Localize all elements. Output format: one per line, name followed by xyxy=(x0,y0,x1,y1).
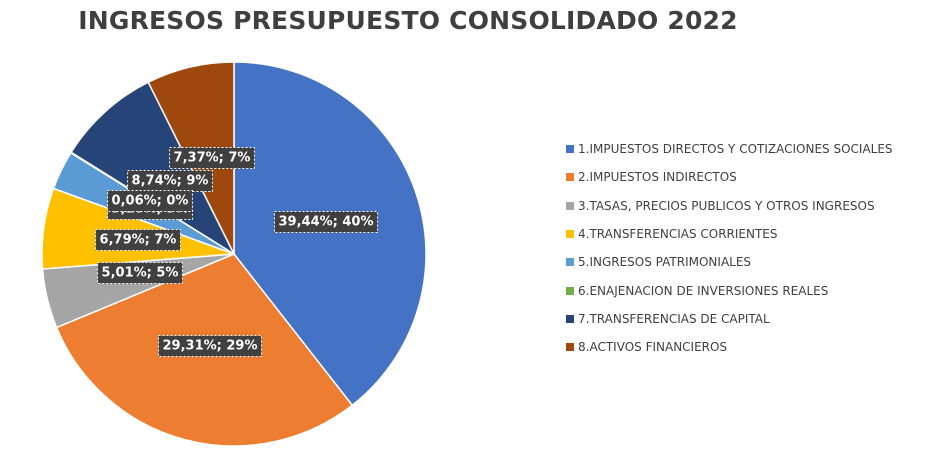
legend-item-5: 5.INGRESOS PATRIMONIALES xyxy=(566,248,893,276)
data-label-3: 5,01%; 5% xyxy=(97,262,183,284)
legend-item-6: 6.ENAJENACION DE INVERSIONES REALES xyxy=(566,276,893,304)
legend-item-7: 7.TRANSFERENCIAS DE CAPITAL xyxy=(566,305,893,333)
legend-label: 3.TASAS, PRECIOS PUBLICOS Y OTROS INGRES… xyxy=(578,198,875,213)
legend-swatch xyxy=(566,201,574,210)
legend-swatch xyxy=(566,173,574,182)
legend-label: 1.IMPUESTOS DIRECTOS Y COTIZACIONES SOCI… xyxy=(578,142,893,157)
data-label-7: 8,74%; 9% xyxy=(127,170,213,192)
legend-item-8: 8.ACTIVOS FINANCIEROS xyxy=(566,333,893,361)
data-label-text-2: 29,31%; 29% xyxy=(163,339,258,354)
legend-swatch xyxy=(566,286,574,295)
legend-item-3: 3.TASAS, PRECIOS PUBLICOS Y OTROS INGRES… xyxy=(566,192,893,220)
data-label-text-8: 7,37%; 7% xyxy=(174,151,251,166)
data-label-text-3: 5,01%; 5% xyxy=(102,266,179,281)
pie-slice-7 xyxy=(70,81,236,257)
legend-swatch xyxy=(566,314,574,323)
legend-label: 5.INGRESOS PATRIMONIALES xyxy=(578,255,752,270)
legend-swatch xyxy=(566,145,574,154)
data-label-1: 39,44%; 40% xyxy=(274,211,378,233)
legend-label: 2.IMPUESTOS INDIRECTOS xyxy=(578,170,737,185)
data-label-text-6: 0,06%; 0% xyxy=(112,194,189,209)
data-label-8: 7,37%; 7% xyxy=(169,147,255,169)
pie-slice-1 xyxy=(233,61,427,407)
legend-swatch xyxy=(566,258,574,267)
legend-item-1: 1.IMPUESTOS DIRECTOS Y COTIZACIONES SOCI… xyxy=(566,135,893,163)
legend-label: 4.TRANSFERENCIAS CORRIENTES xyxy=(578,227,778,242)
legend-item-2: 2.IMPUESTOS INDIRECTOS xyxy=(566,163,893,191)
chart-title: INGRESOS PRESUPUESTO CONSOLIDADO 2022 xyxy=(78,6,738,35)
legend-swatch xyxy=(566,343,574,352)
data-label-text-7: 8,74%; 9% xyxy=(132,174,209,189)
data-label-text-1: 39,44%; 40% xyxy=(279,215,374,230)
legend-label: 7.TRANSFERENCIAS DE CAPITAL xyxy=(578,311,770,326)
legend-item-4: 4.TRANSFERENCIAS CORRIENTES xyxy=(566,220,893,248)
data-label-text-4: 6,79%; 7% xyxy=(100,233,177,248)
legend-swatch xyxy=(566,230,574,239)
data-label-6: 0,06%; 0% xyxy=(107,190,193,212)
legend-label: 8.ACTIVOS FINANCIEROS xyxy=(578,340,728,355)
chart-legend: 1.IMPUESTOS DIRECTOS Y COTIZACIONES SOCI… xyxy=(566,135,893,361)
legend-label: 6.ENAJENACION DE INVERSIONES REALES xyxy=(578,283,829,298)
data-label-2: 29,31%; 29% xyxy=(158,335,262,357)
data-label-4: 6,79%; 7% xyxy=(95,229,181,251)
